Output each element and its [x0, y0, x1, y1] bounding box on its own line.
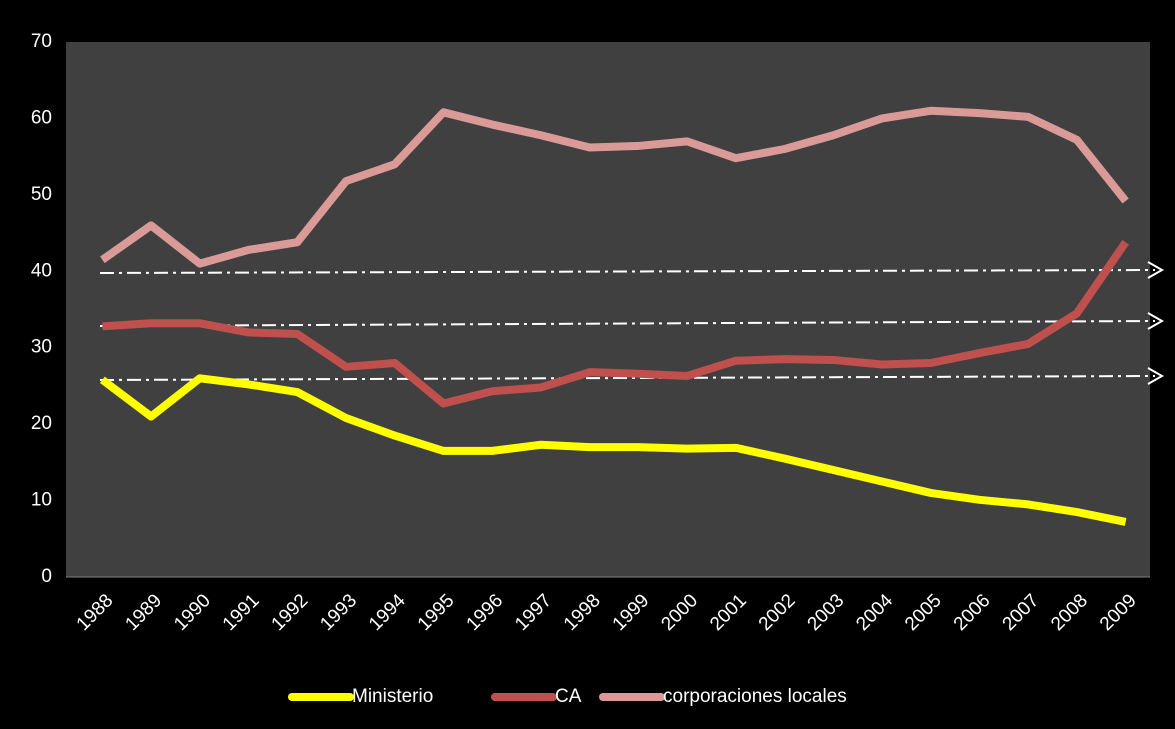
- x-tick-label: 2006: [950, 590, 995, 635]
- x-tick-label: 1988: [73, 590, 118, 635]
- x-tick-label: 1996: [463, 590, 508, 635]
- x-tick-label: 1993: [316, 590, 361, 635]
- x-tick-label: 2001: [706, 590, 751, 635]
- x-tick-label: 2002: [755, 590, 800, 635]
- annotation-line: [99, 375, 1156, 381]
- annotation-arrows: [1147, 261, 1165, 385]
- x-tick-label: 1995: [414, 590, 459, 635]
- arrow-head: [1147, 367, 1165, 385]
- legend-label: corporaciones locales: [663, 686, 847, 707]
- y-tick-label: 50: [31, 184, 52, 205]
- x-tick-label: 2009: [1096, 590, 1141, 635]
- x-tick-label: 2008: [1047, 590, 1092, 635]
- y-tick-label: 30: [31, 337, 52, 358]
- legend-label: Ministerio: [352, 686, 433, 707]
- x-tick-label: 2005: [901, 590, 946, 635]
- x-tick-label: 1997: [511, 590, 556, 635]
- x-tick-label: 2000: [657, 590, 702, 635]
- x-tick-label: 1990: [170, 590, 215, 635]
- y-tick-label: 0: [41, 566, 52, 587]
- annotation-line: [99, 320, 1156, 327]
- series-line: [100, 106, 1129, 268]
- x-tick-label: 2007: [999, 590, 1044, 635]
- y-tick-label: 40: [31, 260, 52, 281]
- arrow-head: [1147, 312, 1165, 330]
- plot-area: [66, 42, 1150, 577]
- y-tick-label: 60: [31, 107, 52, 128]
- annotation-lines: [99, 269, 1156, 381]
- y-tick-label: 10: [31, 490, 52, 511]
- x-tick-label: 2003: [804, 590, 849, 635]
- x-tick-label: 1999: [609, 590, 654, 635]
- x-tick-label: 1989: [121, 590, 166, 635]
- x-tick-label: 2004: [852, 590, 897, 635]
- x-tick-label: 1994: [365, 590, 410, 635]
- arrow-head: [1147, 261, 1165, 279]
- annotation-line: [99, 269, 1156, 274]
- x-tick-label: 1992: [268, 590, 313, 635]
- x-tick-label: 1991: [219, 590, 264, 635]
- series-line: [102, 239, 1129, 408]
- legend-label: CA: [555, 686, 582, 707]
- y-tick-label: 20: [31, 413, 52, 434]
- series-line: [99, 374, 1127, 526]
- y-tick-label: 70: [31, 31, 52, 52]
- x-tick-label: 1998: [560, 590, 605, 635]
